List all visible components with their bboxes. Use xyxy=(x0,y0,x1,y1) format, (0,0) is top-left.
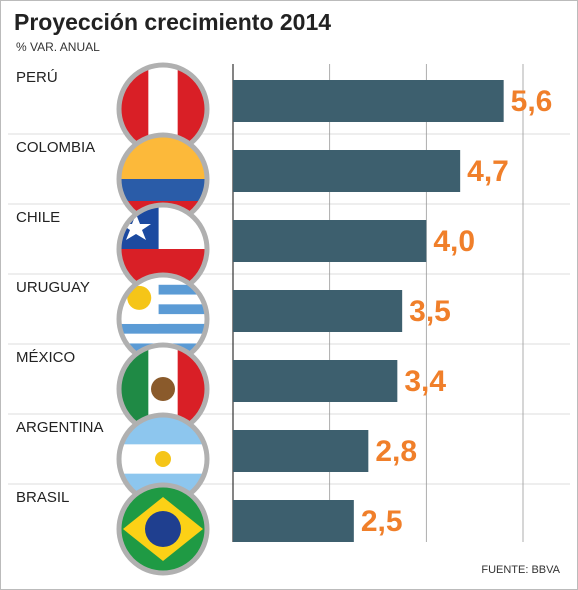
category-label: MÉXICO xyxy=(16,349,75,366)
flag-part xyxy=(119,323,207,334)
source: FUENTE: BBVA xyxy=(481,564,560,576)
chart-subtitle: % VAR. ANUAL xyxy=(16,40,100,54)
category-label: CHILE xyxy=(16,209,60,226)
bar xyxy=(233,220,427,262)
flag-part xyxy=(119,284,207,295)
bar xyxy=(233,360,398,402)
bar xyxy=(233,80,504,122)
bar xyxy=(233,150,461,192)
value-label: 4,7 xyxy=(467,155,509,188)
flag-part xyxy=(119,304,207,315)
flag-part xyxy=(119,179,207,201)
bar xyxy=(233,500,354,542)
flag xyxy=(119,485,207,573)
value-label: 3,5 xyxy=(409,295,451,328)
value-label: 5,6 xyxy=(511,85,553,118)
flag-emblem xyxy=(151,377,175,401)
value-label: 2,8 xyxy=(375,435,417,468)
category-label: URUGUAY xyxy=(16,279,90,296)
flag-sun xyxy=(127,285,152,310)
chart-title: Proyección crecimiento 2014 xyxy=(14,9,331,35)
flag-ring xyxy=(116,482,210,576)
bar xyxy=(233,290,403,332)
category-label: ARGENTINA xyxy=(16,419,104,436)
value-label: 2,5 xyxy=(361,505,403,538)
bar xyxy=(233,430,369,472)
category-label: PERÚ xyxy=(16,69,58,86)
value-label: 3,4 xyxy=(404,365,446,398)
flag-globe xyxy=(145,511,181,547)
flag-star xyxy=(121,214,151,240)
category-label: BRASIL xyxy=(16,489,69,506)
category-label: COLOMBIA xyxy=(16,139,95,156)
value-label: 4,0 xyxy=(433,225,475,258)
flag-sun xyxy=(155,451,171,467)
